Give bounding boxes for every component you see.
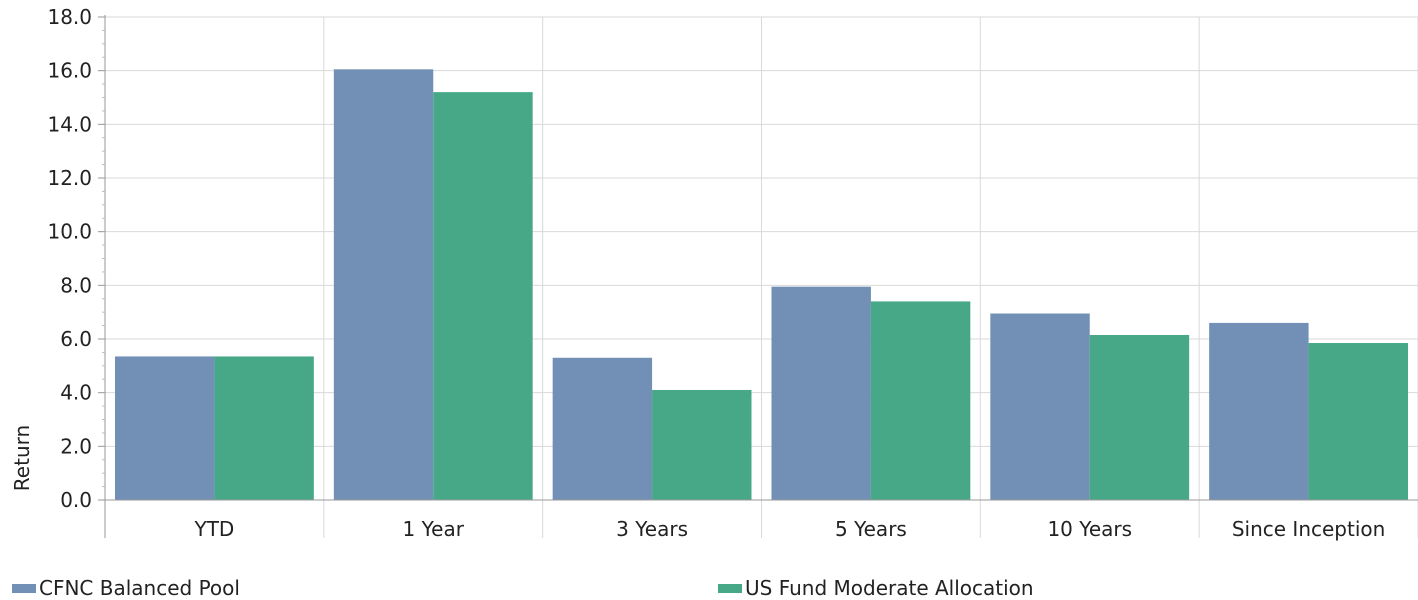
y-tick-label: 6.0: [60, 327, 92, 351]
bar-series-0-ytd[interactable]: [115, 356, 215, 500]
x-tick-label: 1 Year: [403, 517, 465, 541]
legend: CFNC Balanced Pool US Fund Moderate Allo…: [0, 576, 1418, 600]
y-tick-label: 0.0: [60, 488, 92, 512]
bars: [115, 69, 1408, 500]
y-axis-ticks: 0.0 2.0 4.0 6.0 8.0 10.0 12.0 14.0 16.0 18.0: [47, 5, 105, 512]
bar-series-0-3-years[interactable]: [552, 357, 653, 500]
legend-label-series-0: CFNC Balanced Pool: [39, 576, 240, 600]
bar-series-1-since-inception[interactable]: [1308, 343, 1408, 500]
bar-chart: 0.0 2.0 4.0 6.0 8.0 10.0 12.0 14.0 16.0 18.0 YTD 1…: [10, 5, 1418, 541]
legend-swatch-series-1: [718, 583, 742, 593]
axes: [104, 15, 1418, 538]
x-tick-label: YTD: [193, 517, 234, 541]
bar-series-0-since-inception[interactable]: [1209, 322, 1309, 500]
legend-item-series-1[interactable]: US Fund Moderate Allocation: [718, 576, 1034, 600]
legend-swatch-series-0: [12, 583, 36, 593]
x-axis-ticks: YTD 1 Year 3 Years 5 Years 10 Years Since Inc…: [193, 517, 1385, 541]
bar-series-1-1-year[interactable]: [433, 92, 533, 500]
y-tick-label: 18.0: [47, 5, 92, 29]
y-tick-label: 2.0: [60, 434, 92, 458]
bar-series-1-3-years[interactable]: [652, 389, 752, 500]
bar-series-1-ytd[interactable]: [214, 356, 314, 500]
bar-series-0-1-year[interactable]: [333, 69, 434, 500]
legend-item-series-0[interactable]: CFNC Balanced Pool: [12, 576, 240, 600]
y-tick-label: 16.0: [47, 59, 92, 83]
y-axis-title: Return: [10, 425, 34, 491]
y-tick-label: 10.0: [47, 220, 92, 244]
y-tick-label: 8.0: [60, 273, 92, 297]
y-tick-label: 4.0: [60, 381, 92, 405]
bar-series-1-10-years[interactable]: [1089, 334, 1190, 500]
bar-series-1-5-years[interactable]: [870, 301, 971, 500]
bar-series-0-5-years[interactable]: [771, 286, 871, 500]
bar-series-0-10-years[interactable]: [990, 313, 1090, 500]
x-tick-label: Since Inception: [1232, 517, 1385, 541]
x-tick-label: 10 Years: [1047, 517, 1132, 541]
legend-label-series-1: US Fund Moderate Allocation: [745, 576, 1034, 600]
x-tick-label: 3 Years: [616, 517, 688, 541]
x-tick-label: 5 Years: [835, 517, 907, 541]
y-tick-label: 12.0: [47, 166, 92, 190]
y-tick-label: 14.0: [47, 112, 92, 136]
